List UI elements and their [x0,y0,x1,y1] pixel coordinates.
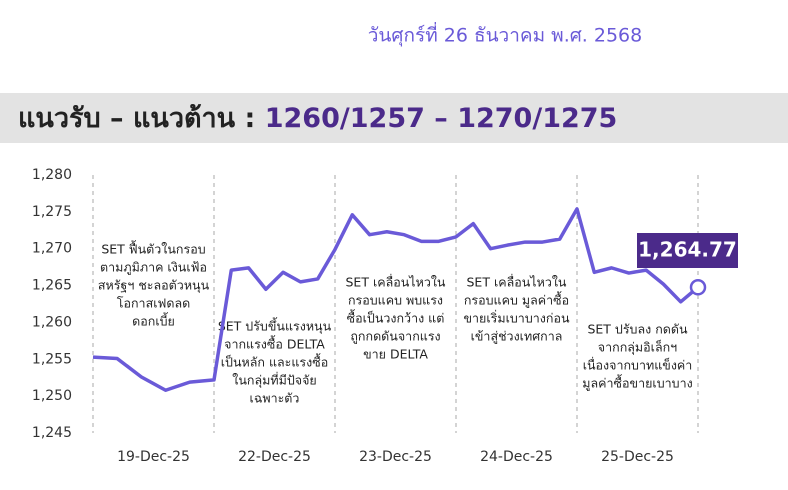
title: แนวรับ – แนวต้าน : [18,103,265,134]
price-line [92,207,700,392]
annotation: ซื้อเป็นวงกว้าง แต่ [347,309,445,326]
y-tick-label: 1,280 [32,167,72,183]
annotation: มูลค่าซื้อขายเบาบาง [582,374,692,392]
annotation: SET ปรับลง กดดัน [587,322,688,337]
y-tick-label: 1,275 [32,204,72,220]
annotation: SET ปรับขึ้นแรงหนุน [218,317,332,335]
y-tick-label: 1,265 [32,278,72,294]
date: วันศุกร์ที่ 26 ธันวาคม พ.ศ. 2568 [368,22,642,48]
annotation: สหรัฐฯ ชะลอตัวหนุน [98,278,210,294]
x-tick-label: 23-Dec-25 [359,449,432,465]
annotation: เป็นหลัก และแรงซื้อ [221,353,329,370]
x-tick-label: 24-Dec-25 [480,449,553,465]
annotation: กรอบแคบ มูลค่าซื้อ [464,291,569,309]
annotation: ขายเริ่มเบาบางก่อน [463,310,569,326]
end-label: 1,264.77 [638,238,737,262]
annotation: SET ฟื้นตัวในกรอบ [101,240,205,257]
y-tick-label: 1,260 [32,314,72,330]
y-tick-label: 1,250 [32,388,72,404]
end-label-box [637,233,738,268]
last-point [689,279,707,296]
annotation: โอกาสเฟดลด [117,296,190,311]
levels: 1260/1257 – 1270/1275 [265,103,618,134]
x-tick-label: 22-Dec-25 [238,449,311,465]
annotation: ตามภูมิภาค เงินเฟ้อ [100,260,207,276]
annotation: เนื่องจากบาทแข็งค่า [583,357,693,373]
x-tick-label: 19-Dec-25 [117,449,190,465]
banner-title: แนวรับ – แนวต้าน : 1260/1257 – 1270/1275 [18,103,617,134]
y-tick-label: 1,255 [32,351,72,367]
annotation: กรอบแคบ พบแรง [348,293,443,308]
annotation: ขาย DELTA [363,347,428,362]
y-tick-label: 1,270 [32,241,72,257]
annotation: เฉพาะตัว [250,391,300,406]
banner [0,93,788,143]
annotation: ดอกเบี้ย [132,312,175,329]
annotation: ในกลุ่มที่มีปัจจัย [232,372,317,389]
y-tick-label: 1,245 [32,425,72,441]
x-tick-label: 25-Dec-25 [601,449,674,465]
annotation: SET เคลื่อนไหวใน [467,274,567,290]
annotation: ถูกกดดันจากแรง [350,329,440,345]
annotation: เข้าสู่ช่วงเทศกาล [471,329,563,345]
annotation: จากกลุ่มอิเล็กฯ [598,340,677,356]
annotation: SET เคลื่อนไหวใน [346,274,446,290]
annotation: จากแรงซื้อ DELTA [224,335,325,352]
